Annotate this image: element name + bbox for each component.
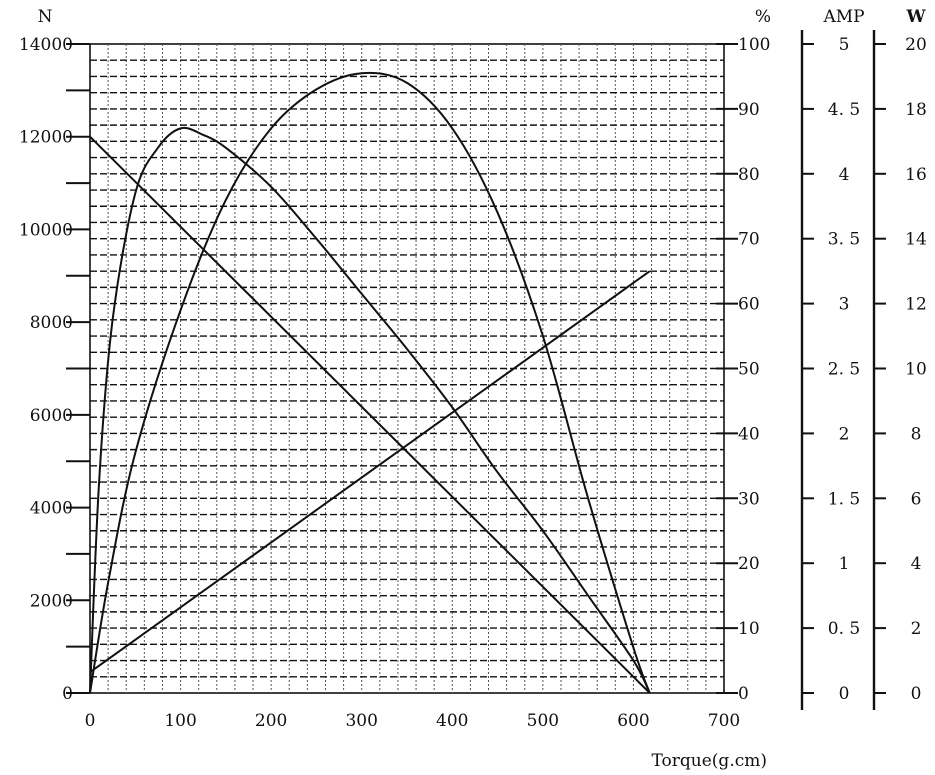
efficiency-tick-label: 100 [738,35,770,55]
speed-tick-label: 0 [62,684,73,704]
speed-tick-label: 2000 [30,591,73,611]
current-tick-label: 5 [839,35,850,55]
grid [89,43,725,694]
efficiency-tick-label: 0 [738,684,749,704]
power-tick-label: 2 [911,619,922,639]
current-tick-label: 3. 5 [828,230,860,250]
speed-tick-label: 12000 [19,128,73,148]
current-curve [89,270,651,674]
efficiency-tick-label: 70 [738,230,760,250]
power-tick-label: 20 [905,35,927,55]
speed-tick-label: 4000 [30,499,73,519]
speed-tick-label: 10000 [19,220,73,240]
x-tick-label: 500 [527,711,559,731]
power-tick-label: 4 [911,554,922,574]
power-tick-label: 18 [905,100,927,120]
power-tick-label: 6 [911,489,922,509]
speed-tick-label: 8000 [30,313,73,333]
x-tick-label: 600 [617,711,649,731]
x-tick-label: 0 [85,711,96,731]
power-tick-label: 0 [911,684,922,704]
speed-tick-label: 6000 [30,406,73,426]
efficiency-axis-unit: % [755,7,771,27]
efficiency-tick-label: 80 [738,165,760,185]
current-tick-label: 3 [839,295,850,315]
x-tick-label: 100 [164,711,196,731]
curves [89,71,651,694]
current-axis-unit: AMP [822,7,864,27]
power-tick-label: 8 [911,424,922,444]
current-tick-label: 0 [839,684,850,704]
speed-axis-unit: N [38,7,53,27]
efficiency-tick-label: 50 [738,360,760,380]
axes [66,30,886,710]
power-tick-label: 16 [905,165,927,185]
current-tick-label: 1 [839,554,850,574]
efficiency-tick-label: 90 [738,100,760,120]
x-tick-label: 200 [255,711,287,731]
efficiency-tick-label: 20 [738,554,760,574]
power-tick-label: 12 [905,295,927,315]
power-axis-unit: W [905,7,926,27]
x-tick-label: 300 [345,711,377,731]
current-tick-label: 2 [839,424,850,444]
efficiency-tick-label: 40 [738,424,760,444]
power-curve [89,126,651,694]
efficiency-tick-label: 30 [738,489,760,509]
efficiency-tick-label: 60 [738,295,760,315]
power-tick-label: 14 [905,230,927,250]
current-tick-label: 0. 5 [828,619,860,639]
x-tick-label: 400 [436,711,468,731]
x-axis-label: Torque(g.cm) [652,751,767,771]
x-tick-label: 700 [708,711,740,731]
current-tick-label: 2. 5 [828,360,860,380]
efficiency-tick-label: 10 [738,619,760,639]
power-tick-label: 10 [905,360,927,380]
speed-curve [89,136,651,694]
current-tick-label: 4 [839,165,850,185]
current-tick-label: 1. 5 [828,489,860,509]
speed-tick-label: 14000 [19,35,73,55]
current-tick-label: 4. 5 [828,100,860,120]
efficiency-curve [89,71,651,694]
labels: 0 100 200 300 400 500 600 700Torque(g.cm)020004… [19,7,927,771]
